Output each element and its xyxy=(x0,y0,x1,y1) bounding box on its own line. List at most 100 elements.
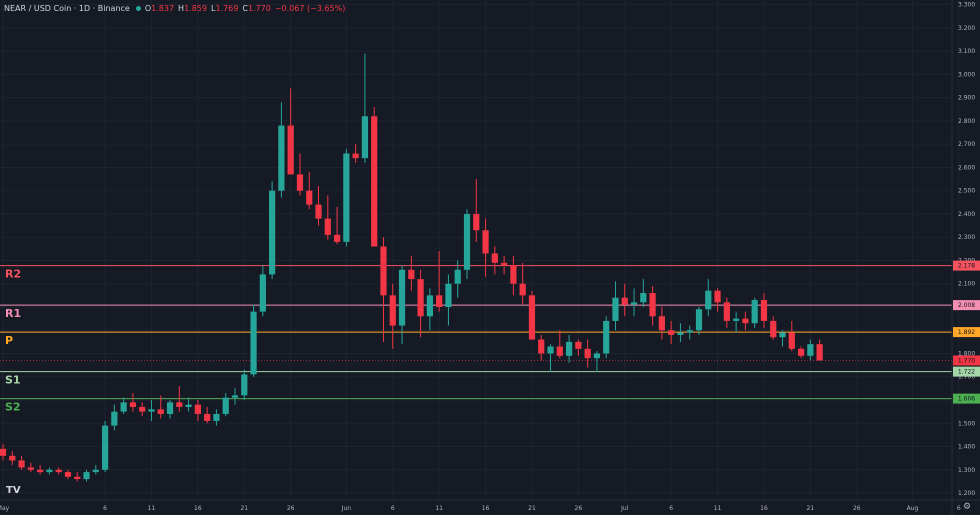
candle-body xyxy=(157,409,164,414)
change-value: −0.067 (−3.65%) xyxy=(274,4,346,13)
candle xyxy=(259,265,266,317)
candle-body xyxy=(668,330,675,335)
candle-body xyxy=(287,125,294,175)
candle xyxy=(398,265,406,345)
candle-body xyxy=(686,330,693,333)
candle-body xyxy=(510,265,517,284)
candle xyxy=(148,400,155,421)
candle-body xyxy=(575,341,582,349)
candle-body xyxy=(250,311,257,375)
candle xyxy=(538,334,545,361)
candle-body xyxy=(788,332,795,349)
time-tick-label: 21 xyxy=(528,505,536,512)
low-value: 1.769 xyxy=(215,4,239,13)
candle-body xyxy=(593,353,601,359)
candle-body xyxy=(584,348,591,359)
candle xyxy=(83,469,90,482)
candle-body xyxy=(816,344,823,361)
candle-body xyxy=(278,125,285,191)
candle-body xyxy=(760,300,768,321)
candle-body xyxy=(55,469,62,473)
candle xyxy=(519,262,526,305)
time-tick-label: 21 xyxy=(240,505,248,512)
time-tick-label: 6 xyxy=(669,505,673,512)
candle-body xyxy=(27,467,34,470)
candle xyxy=(473,179,480,242)
candle-body xyxy=(398,269,406,326)
candle xyxy=(565,334,573,363)
candle-body xyxy=(296,174,304,191)
candle-body xyxy=(528,295,536,340)
candle-body xyxy=(306,190,313,205)
time-tick-label: 6 xyxy=(957,505,961,512)
level-tag-s2 xyxy=(953,393,980,404)
level-tag-value: 1.722 xyxy=(958,369,975,376)
grid-lines xyxy=(0,0,960,500)
candle-body xyxy=(352,153,359,159)
candle-body xyxy=(565,341,573,356)
candle-body xyxy=(733,318,740,321)
candle-body xyxy=(436,295,443,307)
level-label-r2: R2 xyxy=(5,268,21,281)
time-tick-label: 11 xyxy=(714,505,722,512)
candle-body xyxy=(324,218,331,235)
candle-body xyxy=(18,460,25,468)
candle xyxy=(250,304,257,377)
candle-body xyxy=(556,346,563,356)
candle xyxy=(640,279,647,307)
price-axis[interactable]: 1.2001.3001.4001.5001.6001.7001.8001.900… xyxy=(951,0,980,515)
candle xyxy=(445,274,452,326)
candle xyxy=(621,283,628,317)
candle-body xyxy=(46,469,53,473)
candle xyxy=(389,283,396,349)
candle xyxy=(278,102,285,198)
candle xyxy=(222,393,229,417)
candle xyxy=(584,339,591,368)
tradingview-logo-icon[interactable]: TV xyxy=(6,485,21,496)
symbol-title[interactable]: NEAR / USD Coin · 1D · Binance xyxy=(4,4,130,13)
candle xyxy=(306,172,313,210)
time-tick-label: 16 xyxy=(760,505,768,512)
price-tick-label: 3.000 xyxy=(958,71,975,78)
time-axis[interactable]: May 6 11 16 21 26 Jun 6 11 16 21 26 Jul 6 11 16 21 26 Aug 6 xyxy=(0,499,980,512)
candle xyxy=(454,260,461,298)
price-tick-label: 1.700 xyxy=(958,374,975,381)
candle-body xyxy=(194,404,201,414)
candle-body xyxy=(547,346,554,354)
candle-body xyxy=(445,283,452,307)
candle-body xyxy=(120,402,127,412)
candle xyxy=(408,255,415,291)
time-tick-label: 16 xyxy=(194,505,202,512)
candle xyxy=(751,297,758,328)
time-tick-label: Jul xyxy=(620,505,629,512)
candle xyxy=(380,237,387,342)
candle-body xyxy=(0,448,7,456)
candle-body xyxy=(705,290,712,310)
candle-body xyxy=(714,290,721,303)
candle-body xyxy=(185,404,192,407)
candle-body xyxy=(64,472,72,477)
price-tick-label: 2.500 xyxy=(958,188,975,195)
candle xyxy=(0,444,7,461)
candle-body xyxy=(770,320,777,338)
candle xyxy=(501,255,508,275)
candle-body xyxy=(779,332,786,338)
last-price-tag xyxy=(953,355,980,366)
candle xyxy=(463,209,471,280)
gear-icon[interactable]: ⚙ xyxy=(963,502,972,512)
candle-body xyxy=(259,274,266,312)
candle xyxy=(575,339,582,356)
candle xyxy=(807,339,814,361)
candle-body xyxy=(101,425,109,470)
candle-body xyxy=(491,253,498,263)
candle xyxy=(797,346,805,359)
candle xyxy=(686,325,693,340)
price-tick-label: 2.600 xyxy=(958,164,975,171)
candle xyxy=(101,420,109,473)
level-tag-value: 2.178 xyxy=(958,263,975,270)
level-label-r1: R1 xyxy=(5,307,21,320)
candle-body xyxy=(333,234,341,242)
candle xyxy=(556,330,563,359)
